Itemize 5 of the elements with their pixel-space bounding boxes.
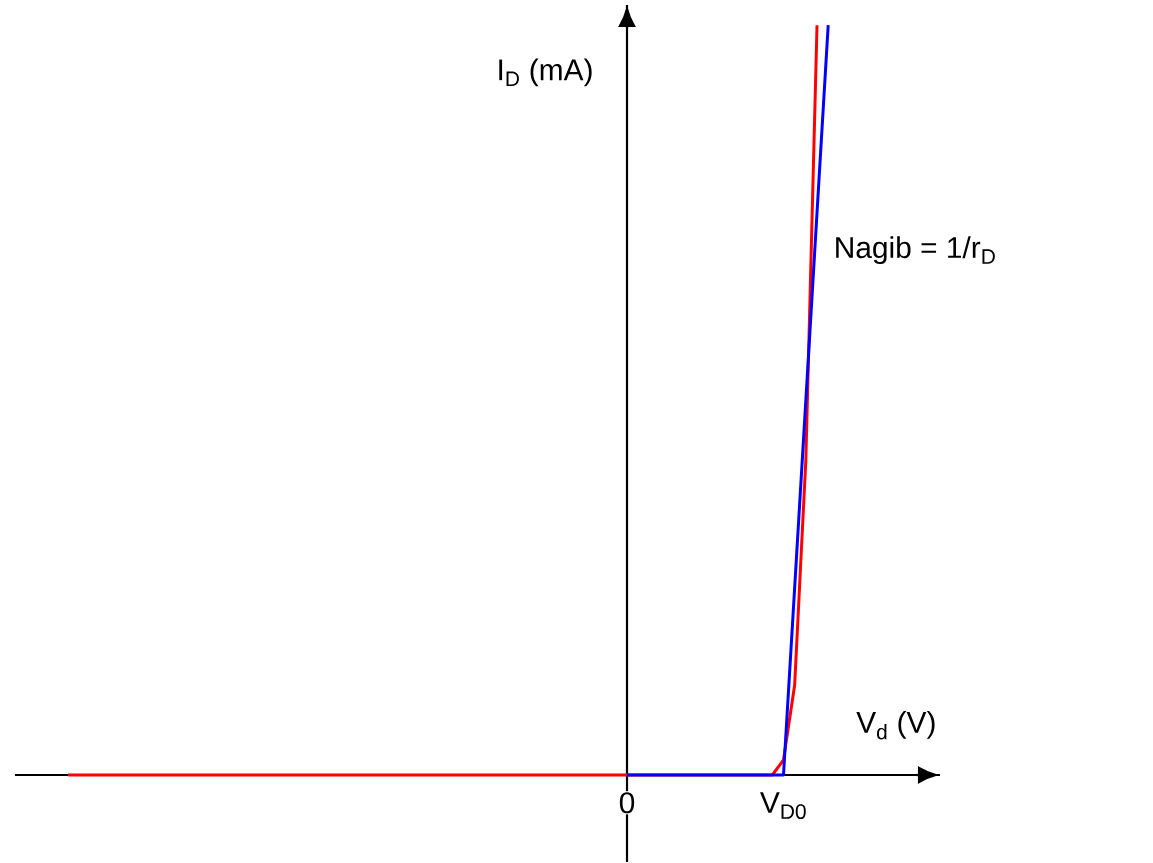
y-axis-title: I$_{D}$ (mA) bbox=[499, 58, 592, 87]
text: Nagib = 1/r$_{D}$ bbox=[836, 236, 995, 265]
x-tick-label: 0 bbox=[619, 792, 635, 814]
x-tick-label: V$_{D0}$ bbox=[760, 792, 806, 819]
x-axis-title: V$_{d}$ (V) bbox=[856, 710, 935, 740]
